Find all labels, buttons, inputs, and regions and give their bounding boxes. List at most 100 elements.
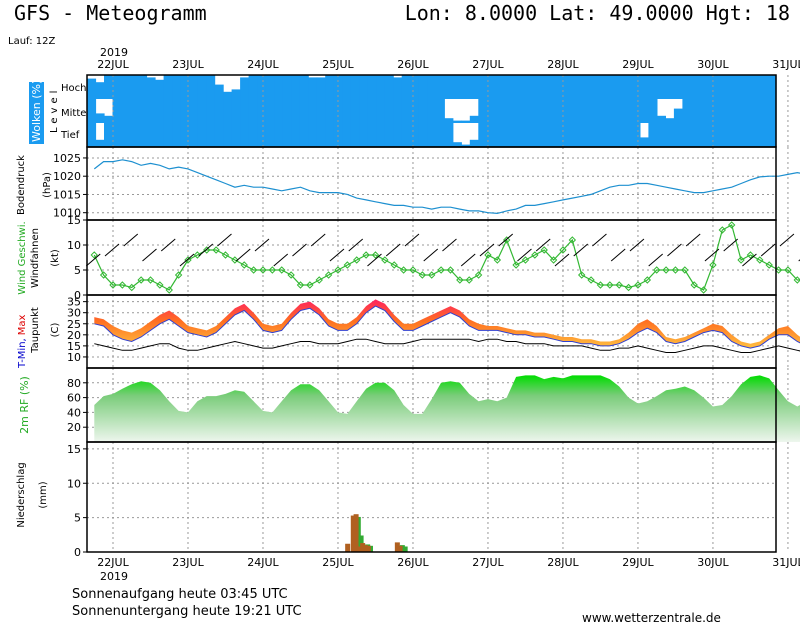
wind-point [353,256,361,264]
cloud-cell-tief [588,123,598,147]
cloud-cell-hoch [104,75,114,99]
cloud-cell-hoch [699,75,709,99]
y-tick-label: 10 [67,477,81,490]
cloud-cell-mittel [742,99,752,123]
cloud-cell-hoch [503,75,513,99]
cloud-cell-hoch [291,75,301,99]
cloud-cell-mittel [554,99,564,123]
cloud-cell-hoch [546,75,556,99]
cloud-cell-mittel [682,99,692,123]
cloud-cell-tief [112,123,122,147]
cloud-cell-hoch [410,75,420,99]
cloud-cell-tief [308,123,318,147]
cloud-cell-hoch [367,75,377,99]
wind-point [287,271,295,279]
cloud-axis-title: Wolken (%) [30,80,43,142]
cloud-cell-mittel [648,99,658,123]
cloud-cell-tief [571,123,581,147]
cloud-cell-tief [750,123,760,147]
dewpoint-line [94,338,800,353]
cloud-cell-mittel [146,99,156,123]
y-tick-label: 5 [74,264,81,277]
wind-point [709,261,717,269]
cloud-cell-tief [435,123,445,147]
wind-point [409,266,417,274]
cloud-cell-mittel [367,99,377,123]
cloud-cell-mittel [172,99,182,123]
cloud-cell-mittel [699,99,709,123]
wind-barb [554,253,570,267]
x-tick-label-top: 28JUL [547,58,579,71]
cloud-cell-tief [631,123,641,147]
cloud-cell-mittel [138,99,148,123]
cloud-cell-tief [180,123,190,147]
cloud-cell-mittel [750,99,760,123]
temp-axis-unit: (C) [50,323,61,338]
wind-barb [723,238,739,252]
cloud-cell-hoch [248,75,258,99]
cloud-cell-tief [725,123,735,147]
wind-point [531,251,539,259]
cloud-cell-tief [665,123,675,147]
cloud-cell-tief [384,123,394,147]
y-tick-label: 15 [67,340,81,353]
cloud-cell-mittel [350,99,360,123]
humidity-axis-title: 2m RF (%) [18,376,31,434]
cloud-cell-tief [291,123,301,147]
cloud-cell-hoch [682,75,692,99]
cloud-cell-hoch [588,75,598,99]
cloud-cell-hoch [690,75,700,99]
cloud-cell-mittel [95,113,105,123]
cloud-cell-tief [580,123,590,147]
x-tick-label-top: 30JUL [697,58,729,71]
wind-point [746,251,755,259]
cloud-cell-mittel [452,120,462,123]
precip-axis-title: Niederschlag [16,462,27,527]
sunset-text: Sonnenuntergang heute 19:21 UTC [72,604,302,619]
cloud-cell-hoch [767,75,777,99]
wind-point [606,281,614,289]
cloud-cell-tief [495,123,505,147]
wind-point [503,236,511,244]
y-tick-label: 10 [67,351,81,364]
cloud-cell-mittel [240,99,250,123]
cloud-cell-hoch [665,75,675,99]
wind-point [587,276,595,284]
wind-barb [535,238,551,252]
cloud-cell-tief [325,123,335,147]
wind-barb [460,253,476,267]
wind-point [446,266,455,274]
website-link[interactable]: www.wetterzentrale.de [582,611,721,625]
cloud-cell-mittel [529,99,539,123]
cloud-cell-mittel [342,99,352,123]
run-label: Lauf: 12Z [8,36,55,47]
cloud-cell-tief [469,139,479,147]
wind-point [662,266,670,274]
wind-point [793,276,800,284]
cloud-cell-mittel [393,99,403,123]
wind-point [690,281,698,289]
wind-barb [235,248,251,262]
y-tick-label: 5 [74,512,81,525]
cloud-cell-tief [155,123,165,147]
cloud-cell-hoch [444,75,454,99]
cloud-cell-hoch [257,75,267,99]
wind-barb [273,253,289,267]
pressure-axis-title: Bodendruck [16,155,27,215]
year-top: 2019 [100,46,128,59]
wind-barb [254,238,270,252]
y-tick-label: 15 [67,214,81,227]
cloud-cell-mittel [767,99,777,123]
wind-point [362,251,370,259]
y-tick-label: 15 [67,443,81,456]
cloud-cell-hoch [265,75,275,99]
cloud-cell-tief [682,123,692,147]
cloud-cell-hoch [495,75,505,99]
cloud-cell-mittel [759,99,769,123]
wind-barb [779,233,795,247]
cloud-cell-hoch [648,75,658,99]
wind-barb [517,248,532,262]
precip-bar-a [397,545,403,552]
wind-point [90,251,98,259]
x-tick-label-top: 22JUL [97,58,129,71]
